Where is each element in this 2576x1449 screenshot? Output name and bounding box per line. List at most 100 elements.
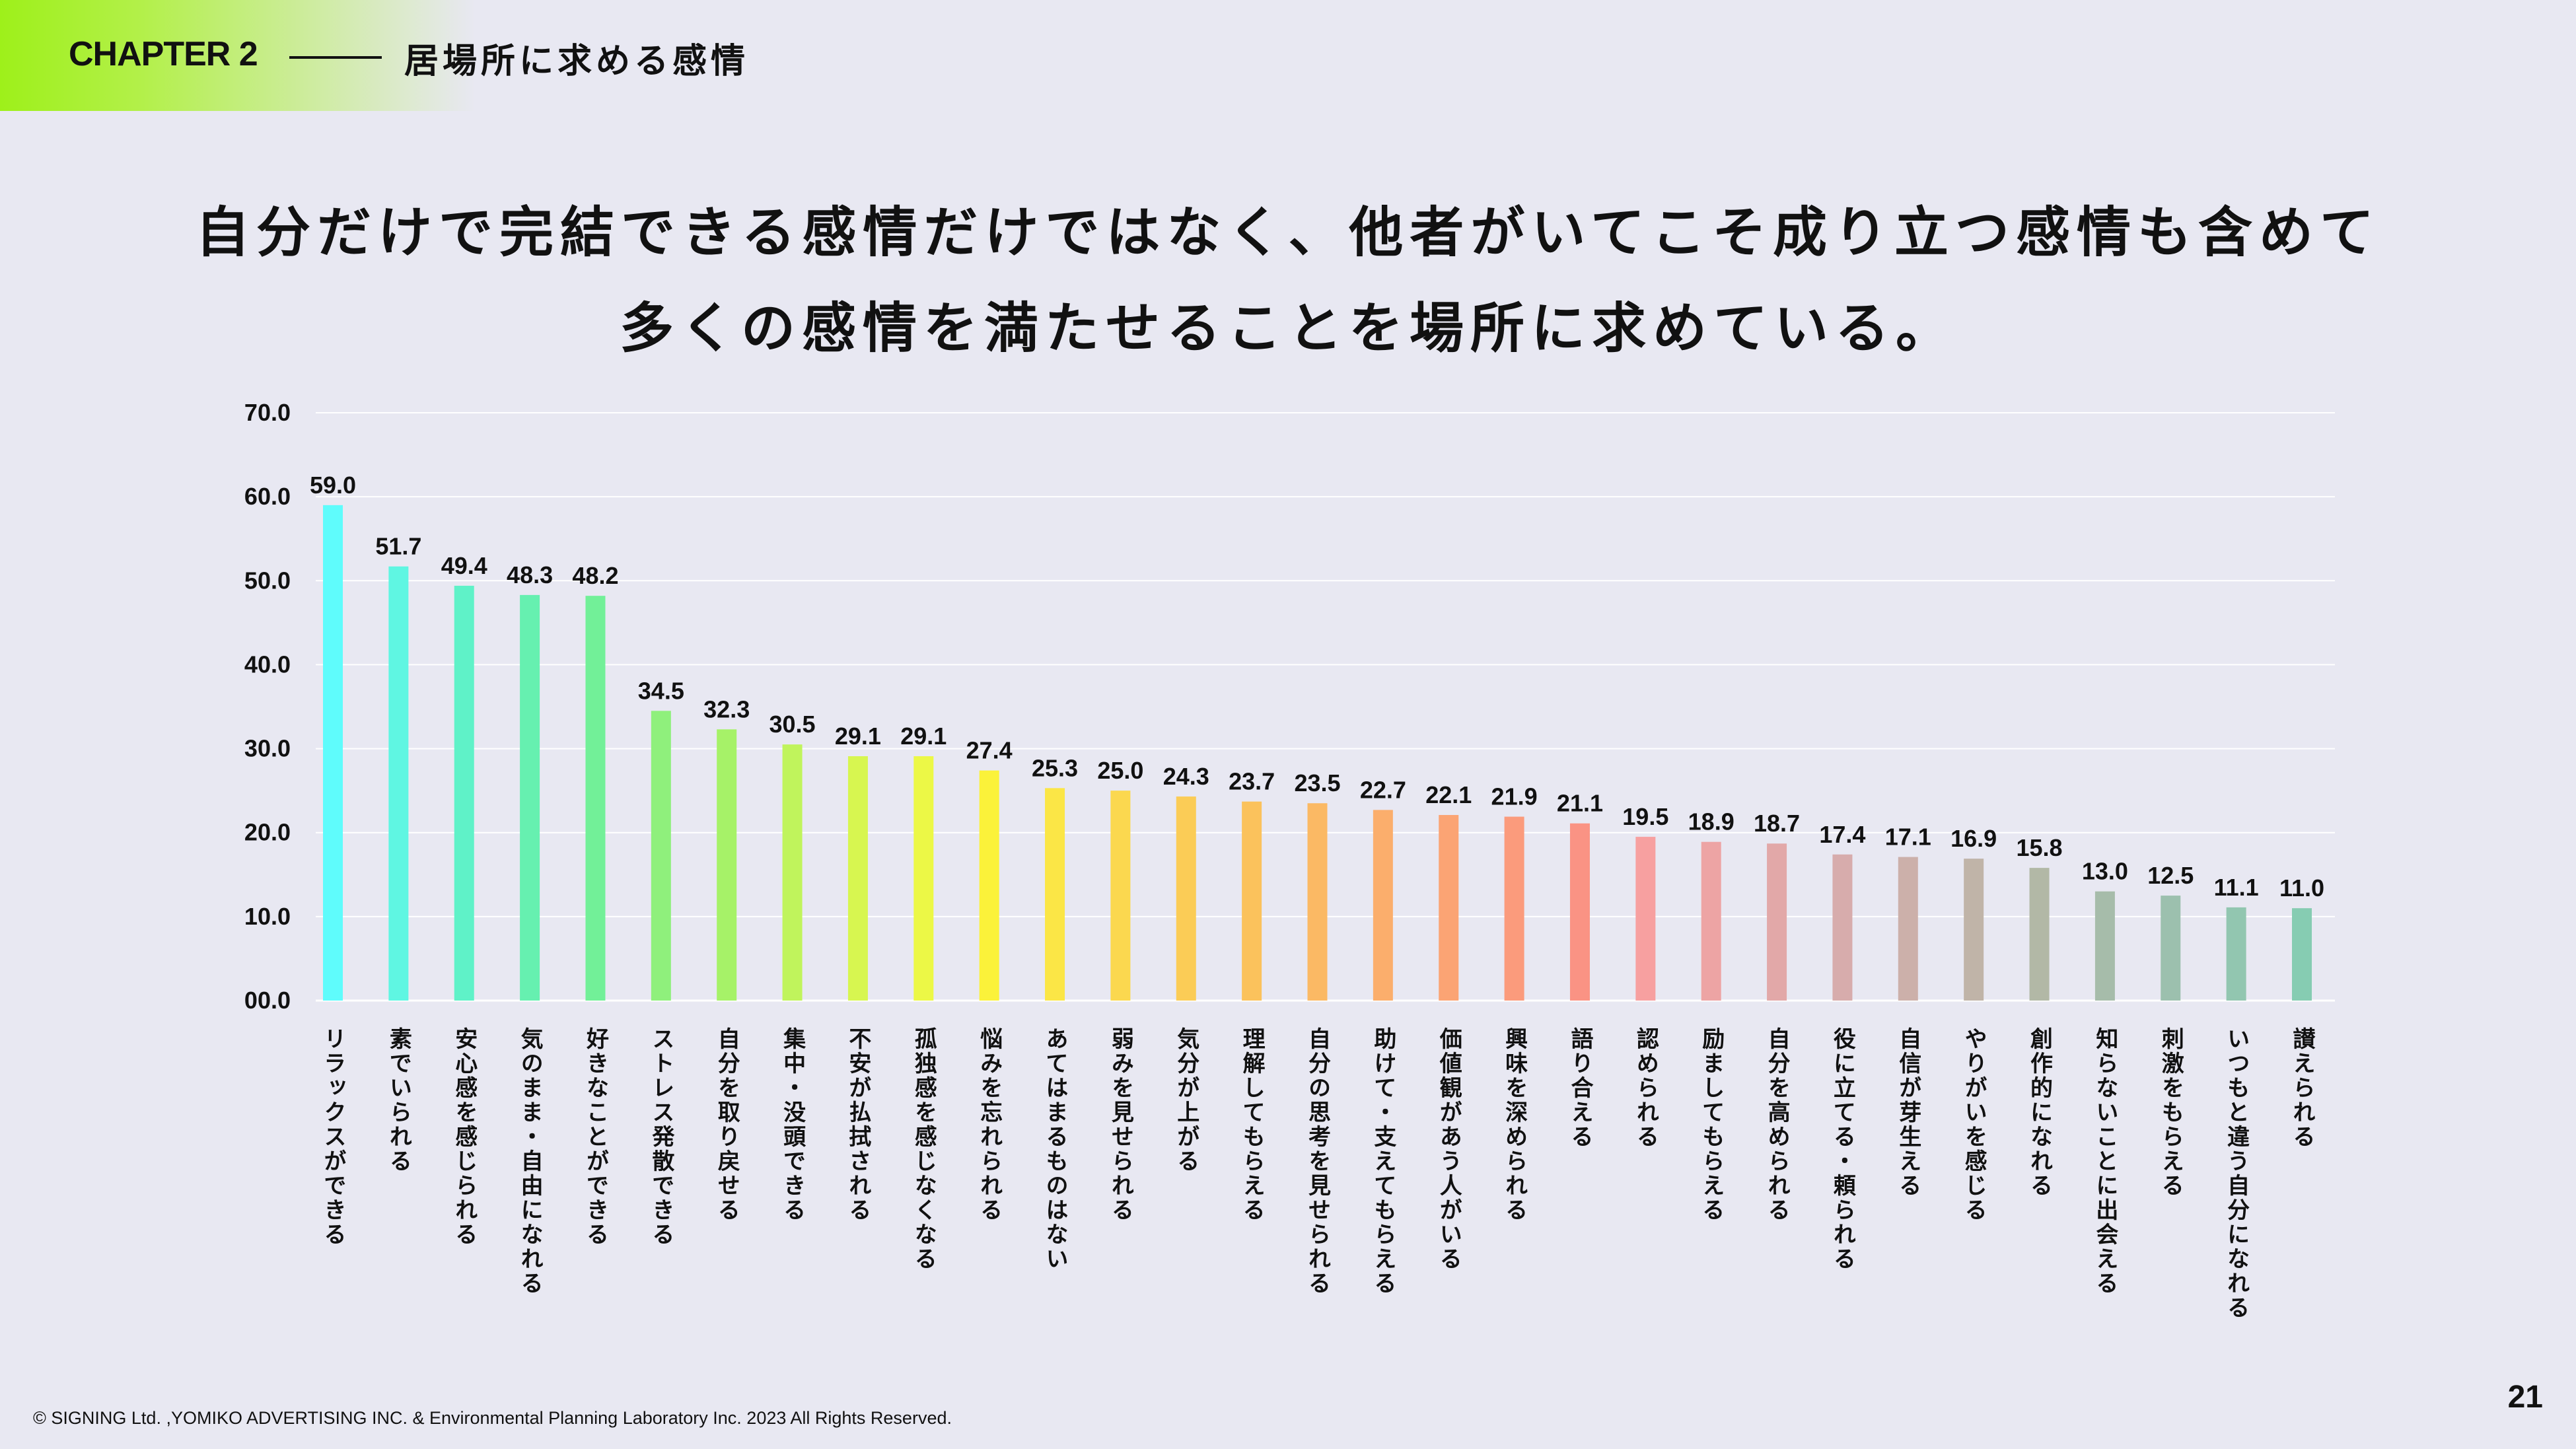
bar — [847, 756, 868, 1001]
category-label: あてはまるものはない — [1042, 1027, 1068, 1271]
bar — [1110, 791, 1131, 1001]
category-label: 自分を高められる — [1764, 1027, 1790, 1222]
data-label: 23.5 — [1294, 769, 1340, 796]
category-label: 気分が上がる — [1173, 1027, 1199, 1174]
headline-line-2: 多くの感情を満たせることを場所に求めている。 — [619, 297, 1956, 360]
bar — [1832, 854, 1853, 1001]
category-label: 素でいられる — [385, 1027, 411, 1174]
category-label: 興味を深められる — [1501, 1027, 1528, 1222]
data-label: 49.4 — [441, 552, 487, 579]
bar — [717, 729, 737, 1001]
chapter-divider-line — [289, 56, 382, 59]
data-label: 16.9 — [1950, 825, 1997, 852]
category-label: 安心感を感じられる — [451, 1027, 478, 1247]
data-label: 18.9 — [1688, 808, 1735, 835]
data-label: 27.4 — [966, 737, 1013, 764]
category-label: 集中・没頭できる — [779, 1027, 806, 1222]
category-label: 孤独感を感じなくなる — [910, 1027, 937, 1271]
bar — [1307, 803, 1328, 1001]
bar — [1504, 816, 1524, 1001]
y-tick-label: 60.0 — [244, 483, 291, 510]
category-label: 理解してもらえる — [1238, 1027, 1265, 1222]
y-tick-label: 20.0 — [244, 819, 291, 846]
y-tick-label: 30.0 — [244, 735, 291, 762]
data-label: 12.5 — [2147, 862, 2194, 889]
data-label: 15.8 — [2016, 834, 2062, 861]
category-label: 刺激をもらえる — [2157, 1027, 2184, 1198]
data-label: 11.0 — [2279, 874, 2324, 901]
data-label: 13.0 — [2082, 858, 2128, 885]
chapter-title: 居場所に求める感情 — [404, 42, 750, 81]
data-label: 22.1 — [1425, 781, 1472, 808]
data-label: 30.5 — [769, 711, 816, 738]
copyright-footer: © SIGNING Ltd. ,YOMIKO ADVERTISING INC. … — [33, 1408, 952, 1428]
category-label: 讃えられる — [2289, 1027, 2315, 1149]
data-label: 59.0 — [310, 472, 356, 499]
category-label: 気のまま・自由になれる — [517, 1027, 543, 1296]
bar — [2292, 908, 2312, 1001]
category-label: 励ましてもらえる — [1698, 1027, 1725, 1222]
category-label: 悩みを忘れられる — [976, 1027, 1003, 1222]
data-label: 18.7 — [1754, 810, 1800, 837]
category-label: 役に立てる・頼られる — [1829, 1027, 1855, 1271]
category-label: 知らないことに出会える — [2092, 1027, 2118, 1296]
bar — [585, 596, 606, 1001]
category-label: 不安が払拭される — [845, 1027, 871, 1222]
data-label: 24.3 — [1163, 763, 1209, 790]
bar — [979, 770, 999, 1001]
chapter-label: CHAPTER 2 — [69, 35, 258, 73]
category-label: ストレス発散できる — [648, 1027, 674, 1247]
bar — [782, 744, 803, 1001]
bar — [1767, 843, 1787, 1001]
category-label: 語り合える — [1567, 1027, 1593, 1149]
category-label: 認められる — [1632, 1026, 1659, 1149]
bar — [1373, 810, 1393, 1001]
y-tick-label: 50.0 — [244, 567, 291, 594]
category-label: 創作的になれる — [2026, 1027, 2053, 1198]
data-label: 48.2 — [572, 562, 618, 589]
category-label: リラックスができる — [320, 1027, 346, 1247]
category-label: 弱みを見せられる — [1107, 1027, 1133, 1222]
bar — [1176, 796, 1196, 1001]
y-tick-label: 00.0 — [244, 987, 291, 1014]
bar — [2226, 907, 2246, 1001]
data-label: 23.7 — [1229, 768, 1275, 795]
headline-line-1: 自分だけで完結できる感情だけではなく、他者がいてこそ成り立つ感情も含めて — [196, 201, 2380, 264]
bar — [1964, 859, 1984, 1001]
bar — [388, 566, 409, 1001]
data-label: 32.3 — [703, 695, 750, 723]
y-tick-label: 10.0 — [244, 903, 291, 930]
bar — [1635, 837, 1656, 1001]
data-label: 19.5 — [1622, 803, 1668, 830]
data-label: 21.1 — [1557, 790, 1603, 817]
data-label: 29.1 — [835, 723, 881, 750]
y-tick-label: 40.0 — [244, 651, 291, 678]
bar — [1439, 815, 1459, 1001]
category-label: 助けて・支えてもらえる — [1370, 1027, 1396, 1296]
page-number: 21 — [2507, 1380, 2543, 1415]
category-label: やりがいを感じる — [1960, 1027, 1987, 1222]
bar — [1701, 841, 1721, 1001]
bar — [1045, 788, 1065, 1001]
data-label: 25.3 — [1032, 754, 1078, 781]
chapter-header-band — [0, 0, 476, 111]
category-label: 自分を取り戻せる — [713, 1027, 740, 1222]
y-tick-label: 70.0 — [244, 399, 291, 426]
category-label: 自分の思考を見せられる — [1305, 1027, 1331, 1296]
data-label: 34.5 — [638, 677, 684, 704]
bar — [2161, 896, 2181, 1001]
bar — [651, 711, 671, 1001]
data-label: 48.3 — [507, 561, 553, 588]
data-label: 22.7 — [1360, 776, 1406, 803]
data-label: 29.1 — [900, 723, 947, 750]
bar — [454, 585, 474, 1001]
bar — [2094, 891, 2115, 1001]
bar — [520, 594, 540, 1001]
bar — [1898, 857, 1918, 1001]
bar — [1569, 823, 1590, 1001]
bar — [2029, 868, 2050, 1001]
bar — [323, 505, 343, 1001]
bar — [1242, 801, 1262, 1001]
